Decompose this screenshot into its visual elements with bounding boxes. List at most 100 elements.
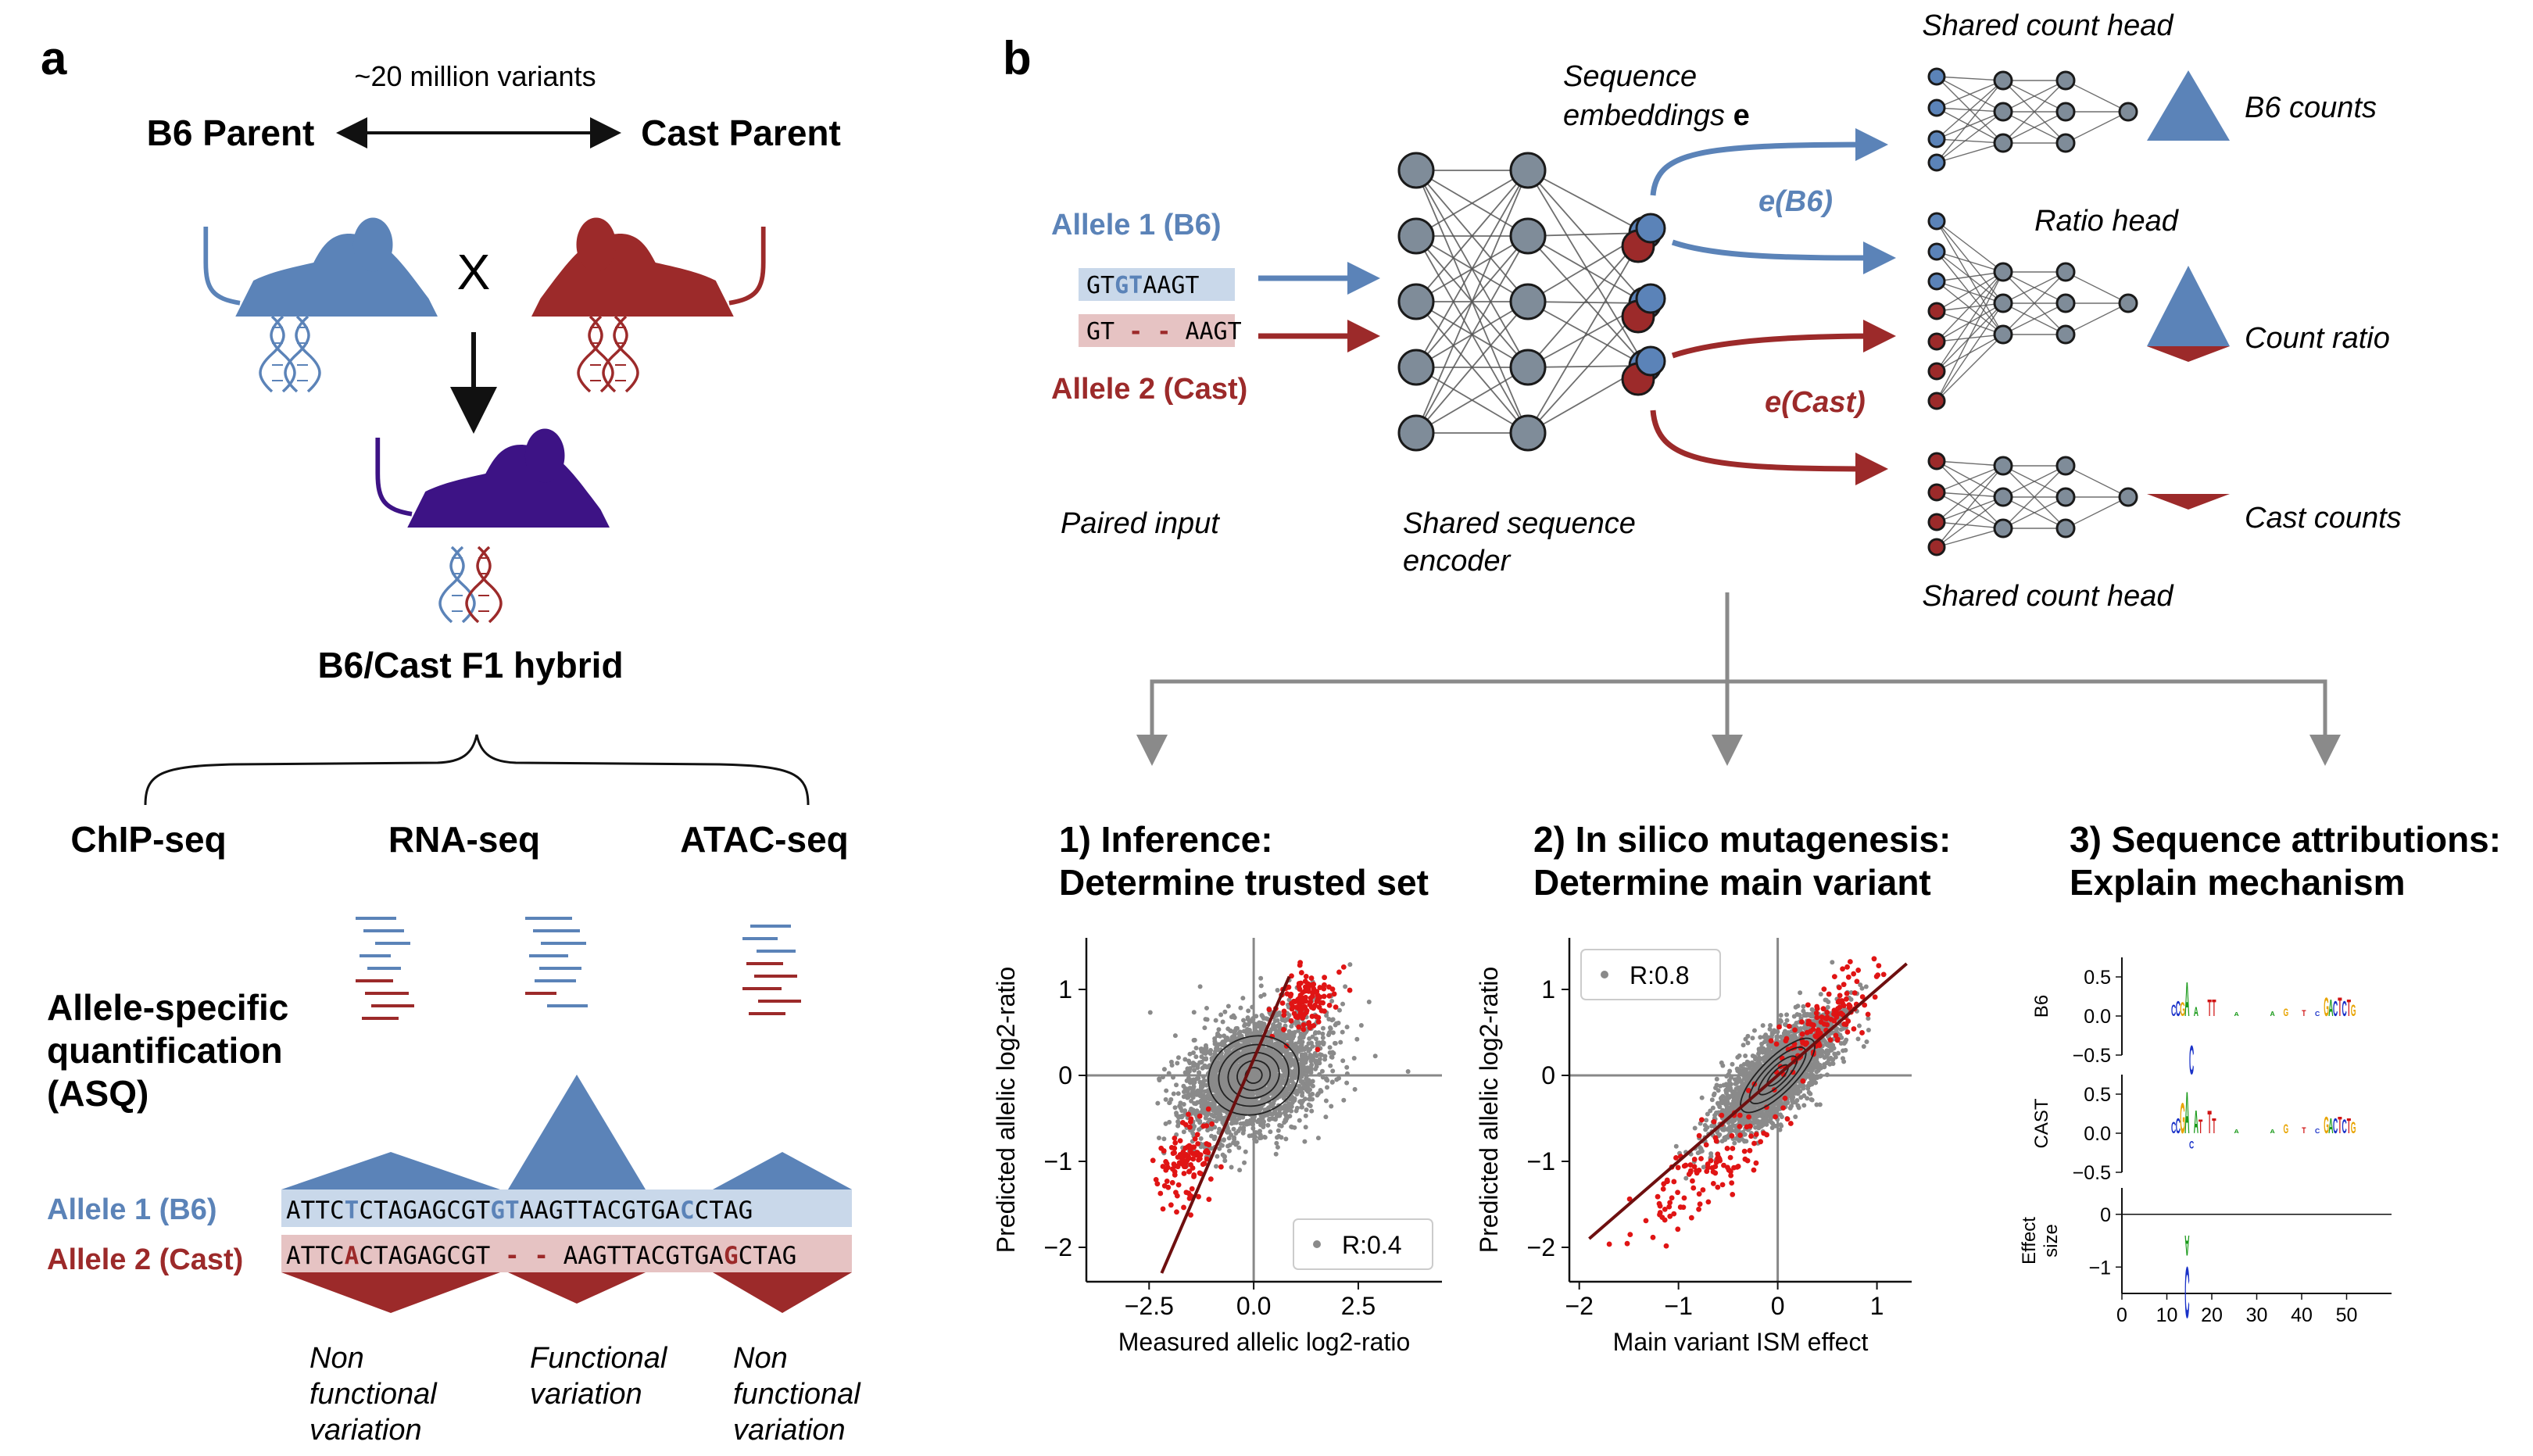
scatter-point [1213, 1018, 1218, 1023]
scatter-point [1205, 1101, 1211, 1107]
input-allele2-label: Allele 2 (Cast) [1051, 373, 1247, 406]
scatter-point [1760, 1023, 1766, 1029]
scatter-point [1340, 1029, 1345, 1035]
network-node [2055, 133, 2076, 153]
scatter-point [1714, 1076, 1719, 1082]
y-axis-label: Predicted allelic log2-ratio [992, 967, 1020, 1253]
variation-note-3: Non functional variation [733, 1342, 861, 1447]
scatter-point [1306, 1041, 1311, 1046]
scatter-point [1311, 981, 1317, 987]
scatter-point [1267, 1083, 1272, 1089]
scatter-point [1198, 1092, 1204, 1097]
scatter-point [1189, 1186, 1195, 1192]
scatter-point [1222, 1154, 1227, 1159]
scatter-point [1275, 1135, 1280, 1140]
scatter-point [1336, 1007, 1342, 1013]
scatter-point [1169, 1179, 1175, 1186]
scatter-point [1282, 1110, 1287, 1115]
scatter-point [1181, 1164, 1187, 1170]
scatter-point [1291, 1081, 1297, 1086]
task-branch-arrows [1136, 592, 2341, 766]
scatter-point [1206, 1197, 1212, 1203]
network-node [1509, 414, 1547, 452]
seq-segment: - - [490, 1242, 563, 1270]
scatter-point [1309, 1004, 1315, 1011]
scatter-point [1196, 1193, 1201, 1200]
scatter-point [1813, 1080, 1819, 1086]
seq-segment: T [345, 1197, 360, 1225]
scatter-point [1191, 1037, 1197, 1043]
scatter-point [1154, 1181, 1161, 1187]
scatter-point [1197, 1152, 1204, 1158]
network-node [2118, 293, 2138, 313]
scatter-point [1271, 1116, 1276, 1122]
scatter-point [1709, 1097, 1715, 1103]
scatter-point [1308, 975, 1315, 981]
scatter-point [1219, 1143, 1225, 1148]
scatter-point [1270, 1075, 1275, 1081]
scatter-point [1202, 1025, 1207, 1031]
scatter-point [1340, 1001, 1346, 1007]
scatter-point [1260, 1120, 1265, 1125]
scatter-point [1758, 1124, 1764, 1129]
scatter-point [1170, 1166, 1175, 1172]
scatter-point [1175, 1061, 1180, 1066]
network-node [1509, 152, 1547, 189]
scatter-point [1193, 1045, 1199, 1050]
network-node [1927, 332, 1946, 351]
scatter-point [1317, 985, 1323, 990]
count-ratio-label: Count ratio [2245, 322, 2390, 355]
scatter-point [1227, 1102, 1233, 1107]
variation-note-1: Non functional variation [309, 1342, 438, 1447]
scatter-point [1308, 1068, 1314, 1073]
scatter-point [1243, 1149, 1248, 1154]
scatter-point [1229, 1014, 1234, 1020]
x-axis-label: Measured allelic log2-ratio [1118, 1328, 1411, 1356]
allele1-label: Allele 1 (B6) [47, 1193, 217, 1226]
scatter-point [1343, 984, 1348, 989]
scatter-point [1171, 1091, 1176, 1096]
scatter-point [1201, 1161, 1207, 1167]
scatter-point [1269, 1041, 1275, 1046]
embedding-arrow-b6-top [1650, 128, 1888, 196]
shared-count-head-bottom [1927, 452, 2138, 556]
scatter-point [1240, 996, 1246, 1001]
scatter-point [1708, 1108, 1713, 1114]
scatter-point [1172, 1172, 1178, 1178]
scatter-point [1155, 1100, 1161, 1106]
scatter-point [1175, 1055, 1181, 1061]
scatter-point [1310, 1096, 1315, 1102]
scatter-point [1816, 1068, 1821, 1073]
scatter-point [1175, 1123, 1181, 1129]
fit-line [1160, 975, 1291, 1274]
scatter-point [1258, 975, 1264, 981]
scatter-point [1266, 1105, 1272, 1111]
scatter-point [1182, 1145, 1189, 1151]
y-tick-label: −1 [1044, 1147, 1072, 1175]
hybrid-mouse-icon [375, 428, 610, 528]
scatter-point [1314, 989, 1320, 995]
scatter-point [1192, 1061, 1197, 1067]
task3-line-2: Explain mechanism [2070, 862, 2406, 903]
scatter-point [1405, 1069, 1411, 1075]
scatter-point [1277, 1021, 1283, 1027]
scatter-point [1172, 1135, 1178, 1141]
scatter-point [1366, 999, 1372, 1004]
input-allele1-label: Allele 1 (B6) [1051, 209, 1222, 241]
network-node [1993, 133, 2013, 153]
scatter-point [1265, 1122, 1271, 1128]
scatter-point [1226, 1057, 1232, 1063]
density-contour [1218, 1043, 1290, 1107]
scatter-point [1166, 1071, 1172, 1076]
scatter-point [1741, 1082, 1746, 1088]
scatter-point [1307, 1036, 1312, 1041]
scatter-point [1323, 1114, 1329, 1120]
scatter-point [1856, 1023, 1862, 1029]
scatter-point [1344, 1080, 1350, 1086]
scatter-point [1219, 1074, 1225, 1079]
scatter-point [1246, 1008, 1251, 1014]
legend-box [1293, 1218, 1433, 1270]
scatter-point [1322, 1008, 1327, 1014]
count-ratio-down-triangle [2147, 346, 2230, 362]
